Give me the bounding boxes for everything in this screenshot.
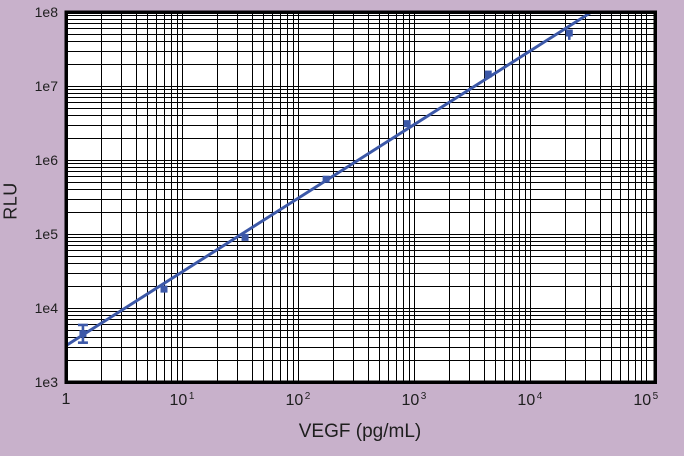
data-point-marker [79, 330, 87, 338]
x-axis-title: VEGF (pg/mL) [298, 421, 422, 442]
y-axis-title: RLU [0, 182, 21, 220]
data-point-marker [565, 29, 573, 37]
plot-background [66, 12, 655, 382]
data-point-marker [322, 175, 330, 183]
plot-border [64, 10, 657, 384]
log-grid [66, 12, 655, 383]
data-point-marker [241, 233, 249, 241]
data-point-marker [403, 120, 411, 128]
data-point-marker [160, 285, 168, 293]
data-point-marker [484, 70, 492, 78]
